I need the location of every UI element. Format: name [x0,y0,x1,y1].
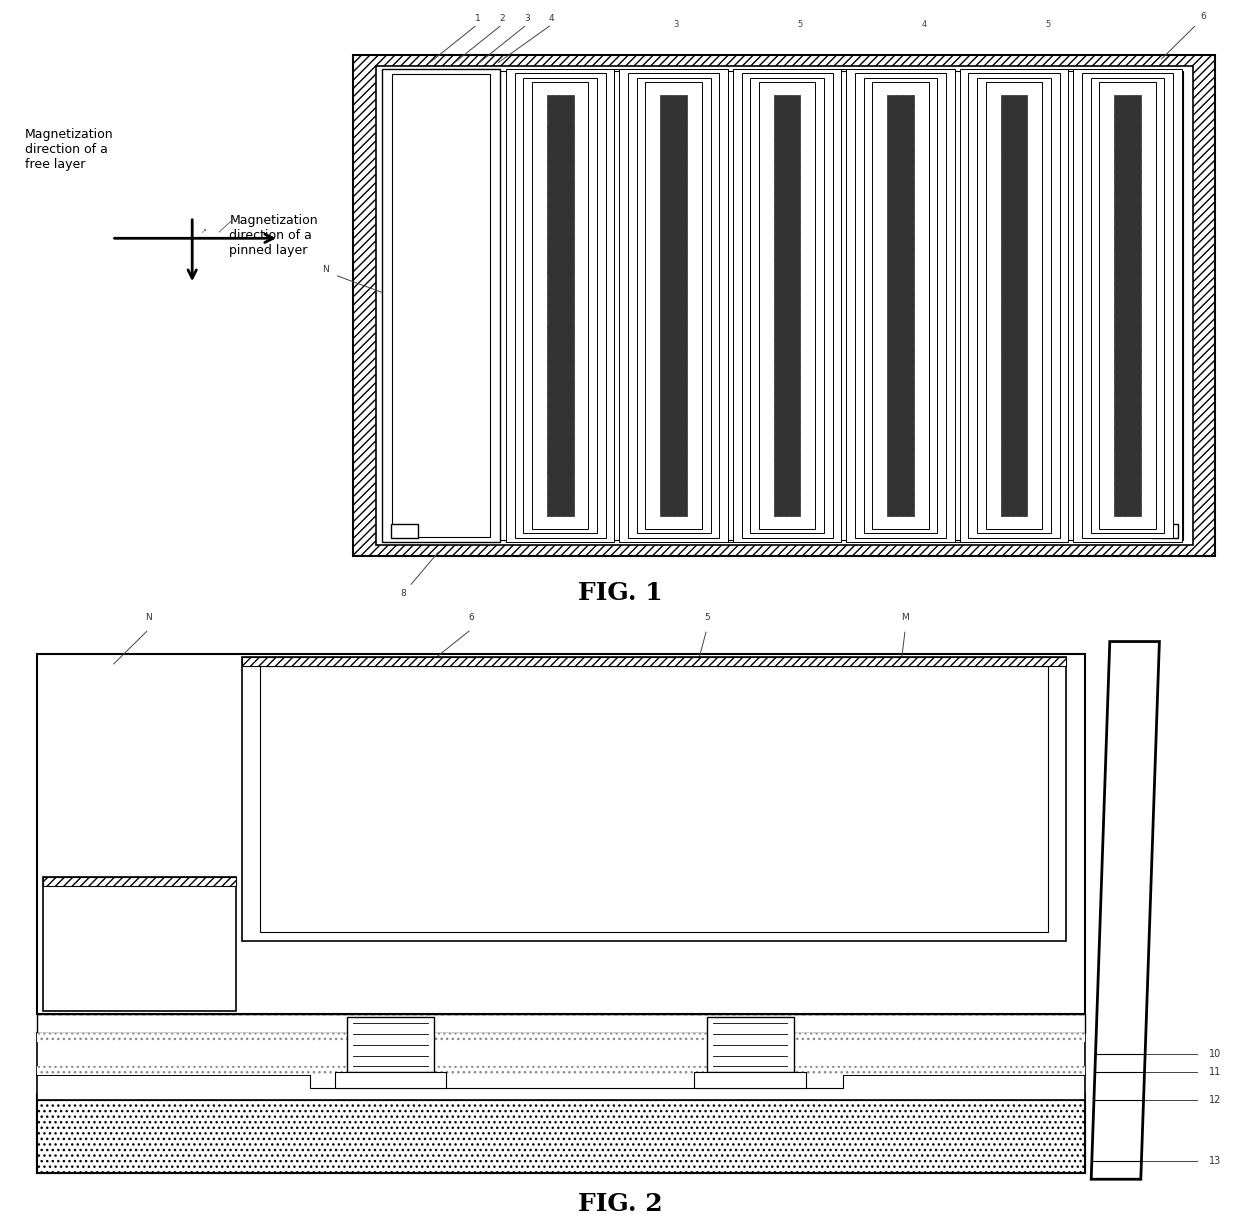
Bar [260,666,1048,931]
Bar [750,78,823,533]
Bar [532,82,588,529]
Text: FIG. 1: FIG. 1 [578,580,662,605]
Bar [968,73,1060,538]
Bar [660,95,687,516]
Text: 11: 11 [565,1072,575,1080]
Text: 5: 5 [797,21,802,29]
Bar [1151,524,1178,538]
Bar [759,82,816,529]
Bar [1074,70,1182,543]
Bar [515,73,605,538]
Bar [1099,82,1156,529]
Text: 4: 4 [921,21,926,29]
Bar [977,78,1052,533]
Bar [1114,95,1141,516]
Bar [388,75,463,114]
Bar [1091,78,1164,533]
Text: 3: 3 [673,21,678,29]
Bar [888,95,914,516]
Text: 5: 5 [704,613,709,622]
Bar [43,877,236,1012]
Bar [1001,95,1027,516]
Bar [742,73,833,538]
Bar [694,1073,806,1088]
Bar [856,73,946,538]
Text: ↗: ↗ [201,229,207,235]
Bar [774,95,801,516]
Bar [37,1014,1085,1033]
Text: 3: 3 [525,13,529,22]
Bar [43,877,236,886]
Bar [1081,73,1173,538]
Bar [846,70,955,543]
Text: Magnetization
direction of a
pinned layer: Magnetization direction of a pinned laye… [229,214,317,257]
Text: 2: 2 [500,13,505,22]
Text: 6: 6 [1200,12,1207,21]
Bar [37,1033,1085,1041]
Bar [347,1017,434,1073]
Text: 12: 12 [1209,1095,1221,1105]
Text: 8: 8 [401,589,405,598]
Bar [37,654,1085,1014]
Bar [242,657,1066,941]
Bar [242,657,1066,666]
Text: 6: 6 [469,613,474,622]
Bar [733,70,841,543]
Bar [335,1073,446,1088]
Bar [645,82,702,529]
Bar [547,95,573,516]
Bar [863,78,937,533]
Bar [707,1017,794,1073]
Text: Magnetization
direction of a
free layer: Magnetization direction of a free layer [25,128,113,171]
Bar [986,82,1042,529]
Text: FIG. 2: FIG. 2 [578,1191,662,1216]
Text: N: N [145,613,153,622]
Bar [376,66,1193,545]
Bar [37,1033,1085,1075]
Bar [37,1066,1085,1075]
Polygon shape [1091,642,1159,1179]
Bar [392,73,490,536]
Bar [37,1100,1085,1173]
Bar [873,82,929,529]
Text: 4: 4 [549,13,554,22]
Bar [960,70,1069,543]
Text: 5: 5 [1045,21,1050,29]
Bar [353,55,1215,556]
Text: 11: 11 [1209,1067,1221,1078]
Bar [37,1100,1085,1173]
Text: M: M [901,613,909,622]
Text: N: N [322,265,329,274]
Text: 1: 1 [475,13,480,22]
Text: 13: 13 [1209,1156,1221,1166]
Bar [382,70,500,543]
Bar [637,78,711,533]
Bar [391,524,418,538]
Bar [627,73,719,538]
Bar [310,1073,843,1088]
Bar [523,78,598,533]
Bar [37,1075,1085,1100]
Bar [386,71,1183,540]
Bar [620,70,728,543]
Bar [37,1094,1085,1173]
Bar [506,70,614,543]
Text: 10: 10 [1209,1048,1221,1059]
